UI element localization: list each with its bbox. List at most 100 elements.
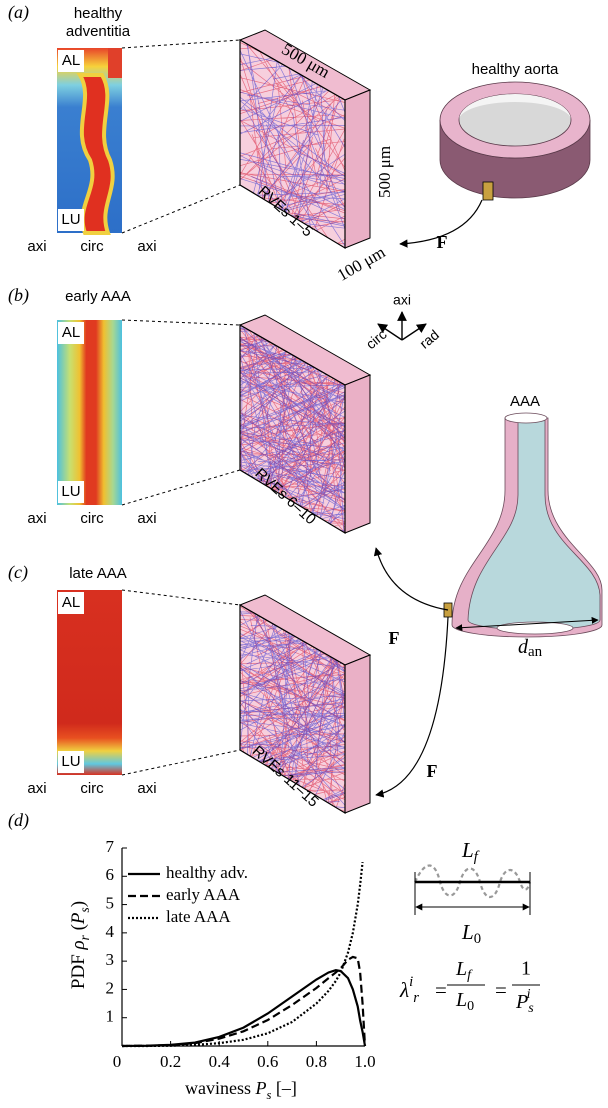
panel-label: (a) bbox=[8, 2, 29, 23]
fiber-length: Lf bbox=[461, 838, 480, 866]
map-axis-label: axi bbox=[27, 780, 46, 797]
map-axis-label: axi bbox=[137, 780, 156, 797]
x-axis-label-part: [–] bbox=[271, 1078, 297, 1098]
fraction-den: Psi bbox=[515, 987, 534, 1016]
legend-label: late AAA bbox=[166, 907, 231, 926]
heatmap-a bbox=[57, 48, 122, 233]
map-axis-label: axi bbox=[137, 510, 156, 527]
dashed-link bbox=[122, 750, 240, 775]
equals: = bbox=[435, 978, 447, 1002]
fraction-den-part: L bbox=[455, 989, 467, 1011]
aaa-model bbox=[444, 413, 602, 637]
map-axis-label: circ bbox=[80, 780, 104, 797]
x-axis-label-part: waviness bbox=[185, 1078, 256, 1098]
force-arrow bbox=[376, 548, 448, 610]
rve-side bbox=[345, 90, 370, 248]
x-tick-label: 0.4 bbox=[209, 1052, 231, 1071]
panel-title: late AAA bbox=[69, 565, 127, 582]
map-top-label: AL bbox=[62, 324, 80, 341]
fraction-num-part: f bbox=[467, 968, 473, 983]
stretch-symbol-part: i bbox=[409, 974, 413, 990]
rve-side bbox=[345, 655, 370, 813]
panel-title: early AAA bbox=[65, 288, 131, 305]
fraction-den-part: s bbox=[528, 1001, 534, 1016]
dashed-link bbox=[122, 40, 240, 48]
map-bottom-label: LU bbox=[61, 211, 80, 228]
map-axis-label: circ bbox=[80, 238, 104, 255]
y-axis-label-part: P bbox=[68, 912, 89, 925]
force-label: F bbox=[427, 761, 438, 781]
x-axis-label: waviness Ps [–] bbox=[185, 1078, 297, 1102]
y-tick-label: 5 bbox=[106, 893, 115, 912]
fraction-num-part: L bbox=[455, 958, 467, 980]
dimension-label: 100 μm bbox=[334, 242, 389, 285]
x-axis-label-part: P bbox=[255, 1078, 267, 1098]
y-tick-label: 1 bbox=[106, 1007, 115, 1026]
y-tick-label: 2 bbox=[106, 978, 115, 997]
force-label: F bbox=[437, 232, 448, 252]
dashed-link bbox=[122, 185, 240, 233]
stretch-symbol-part: r bbox=[413, 990, 419, 1006]
dashed-link bbox=[122, 470, 240, 505]
map-axis-label: axi bbox=[27, 510, 46, 527]
map-top-label: AL bbox=[62, 52, 80, 69]
stretch-symbol: λir bbox=[399, 974, 419, 1006]
x-tick-label: 0 bbox=[113, 1052, 122, 1071]
fraction-num: 1 bbox=[521, 958, 531, 980]
heatmap-b bbox=[57, 320, 122, 505]
panel-title: adventitia bbox=[66, 23, 131, 40]
map-axis-label: axi bbox=[27, 238, 46, 255]
x-tick-label: 0.2 bbox=[160, 1052, 181, 1071]
map-bottom-label: LU bbox=[61, 483, 80, 500]
force-label: F bbox=[389, 628, 400, 648]
dashed-link bbox=[122, 590, 240, 605]
y-axis-label-part: PDF bbox=[68, 949, 89, 989]
fraction-den-part: i bbox=[527, 987, 531, 1002]
fraction-den: L0 bbox=[455, 989, 474, 1015]
panel-label: (b) bbox=[8, 285, 29, 306]
fibers bbox=[109, 223, 458, 651]
aaa-title: AAA bbox=[510, 393, 540, 410]
y-axis-label-part: ) bbox=[68, 901, 89, 907]
legend-label: healthy adv. bbox=[166, 863, 248, 882]
y-tick-label: 6 bbox=[106, 865, 115, 884]
x-tick-label: 0.8 bbox=[306, 1052, 327, 1071]
series-line bbox=[122, 970, 365, 1046]
y-tick-label: 4 bbox=[106, 922, 115, 941]
reference-length-part: 0 bbox=[474, 931, 481, 947]
fibers bbox=[123, 507, 464, 918]
fraction-num: Lf bbox=[455, 958, 473, 984]
heatmap-c bbox=[57, 590, 122, 775]
y-axis-label: PDF ρr (Ps) bbox=[68, 901, 92, 989]
y-axis-label-part: ρ bbox=[68, 940, 89, 950]
aorta-title: healthy aorta bbox=[472, 61, 559, 78]
y-tick-label: 7 bbox=[106, 837, 115, 856]
dimension-label: 500 μm bbox=[375, 146, 394, 198]
diameter-label-part: an bbox=[528, 644, 543, 660]
fibers bbox=[123, 208, 465, 623]
dashed-link bbox=[122, 320, 240, 325]
fraction-den-part: 0 bbox=[467, 999, 474, 1014]
diameter-label: dan bbox=[518, 636, 543, 661]
rve-side bbox=[345, 375, 370, 533]
series-line bbox=[122, 957, 365, 1046]
equals: = bbox=[495, 978, 507, 1002]
y-tick-label: 3 bbox=[106, 950, 115, 969]
panel-label: (d) bbox=[8, 810, 29, 831]
map-axis-label: axi bbox=[137, 238, 156, 255]
panel-title: healthy bbox=[74, 5, 123, 22]
fiber-length-part: L bbox=[461, 838, 474, 862]
map-bottom-label: LU bbox=[61, 753, 80, 770]
map-axis-label: circ bbox=[80, 510, 104, 527]
triad-label: rad bbox=[416, 326, 442, 351]
reference-length: L0 bbox=[461, 920, 481, 948]
x-tick-label: 0.6 bbox=[257, 1052, 278, 1071]
x-tick-label: 1.0 bbox=[354, 1052, 375, 1071]
panel-label: (c) bbox=[8, 562, 28, 583]
stretch-symbol-part: λ bbox=[399, 978, 409, 1002]
aorta-ring bbox=[440, 82, 590, 200]
series-line bbox=[122, 862, 363, 1046]
fiber-length-part: f bbox=[474, 849, 480, 865]
triad-label: axi bbox=[393, 292, 411, 308]
reference-length-part: L bbox=[461, 920, 474, 944]
